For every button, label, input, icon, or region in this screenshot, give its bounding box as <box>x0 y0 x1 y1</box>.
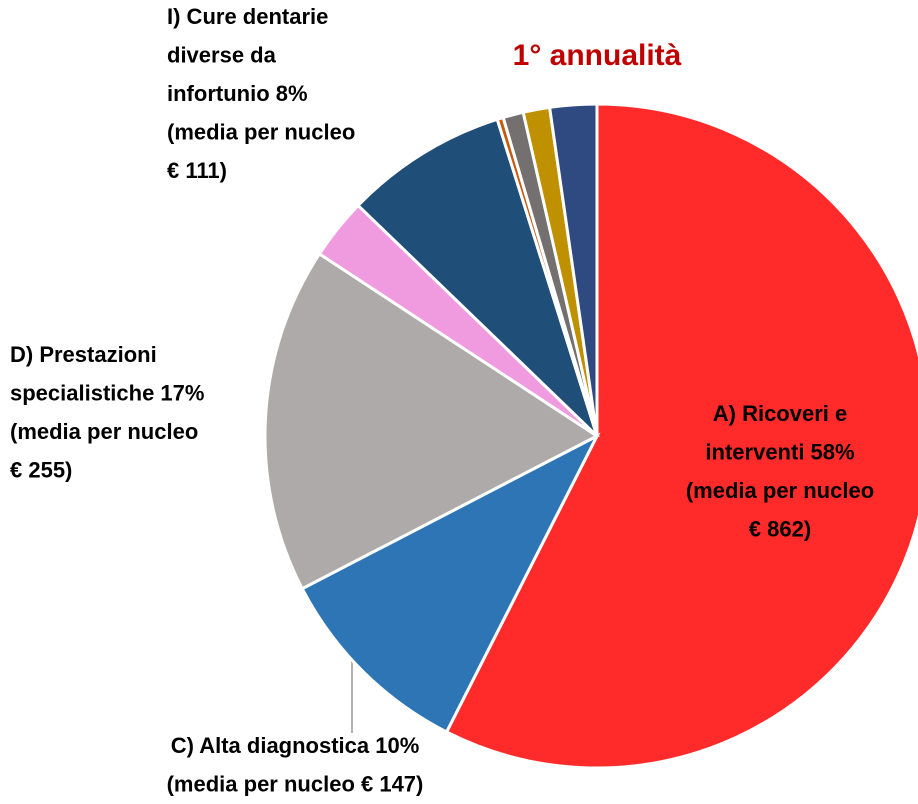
slice-label: (media per nucleo <box>167 119 355 144</box>
slice-label: infortunio 8% <box>167 81 308 106</box>
pie-slice <box>263 251 600 591</box>
slice-label: interventi 58% <box>705 439 854 464</box>
pie-slice <box>444 102 918 770</box>
slice-label: specialistiche 17% <box>10 380 204 405</box>
slice-label: (media per nucleo <box>686 478 874 503</box>
slice-label: € 255) <box>10 457 72 482</box>
pie-slice <box>547 102 599 437</box>
pie-slice <box>355 117 599 438</box>
slice-label: A) Ricoveri e <box>713 401 848 426</box>
pie-slice <box>300 432 601 734</box>
slice-label: € 111) <box>167 158 227 183</box>
chart-title: 1° annualità <box>513 39 682 72</box>
slice-label: diverse da <box>167 42 277 67</box>
slice-label: (media per nucleo <box>10 419 198 444</box>
slice-label: € 862) <box>749 516 811 541</box>
slice-label: C) Alta diagnostica 10% <box>171 733 420 758</box>
slice-label: (media per nucleo € 147) <box>167 771 424 796</box>
slice-label: I) Cure dentarie <box>167 4 328 29</box>
slice-label: D) Prestazioni <box>10 342 157 367</box>
